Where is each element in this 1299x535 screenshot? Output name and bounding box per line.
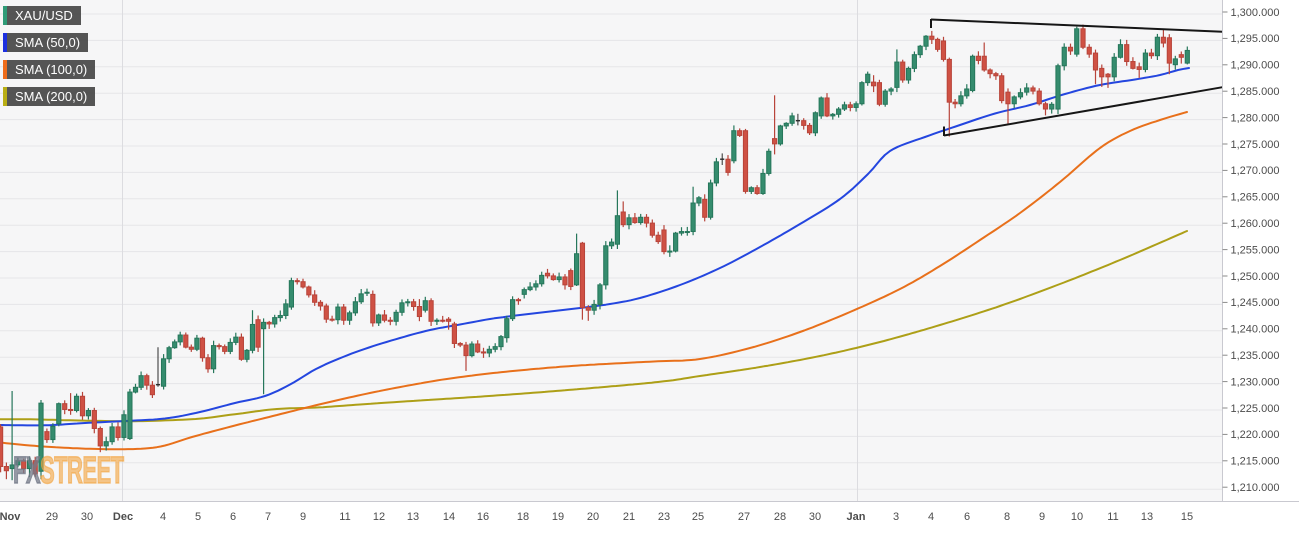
svg-text:1,285.000: 1,285.000 bbox=[1231, 86, 1280, 98]
svg-text:30: 30 bbox=[809, 511, 821, 523]
svg-text:1,250.000: 1,250.000 bbox=[1231, 271, 1280, 283]
svg-text:1,235.000: 1,235.000 bbox=[1231, 350, 1280, 362]
svg-text:4: 4 bbox=[160, 511, 166, 523]
svg-text:1,240.000: 1,240.000 bbox=[1231, 324, 1280, 336]
svg-text:1,255.000: 1,255.000 bbox=[1231, 244, 1280, 256]
svg-text:30: 30 bbox=[81, 511, 93, 523]
svg-text:9: 9 bbox=[1039, 511, 1045, 523]
svg-text:16: 16 bbox=[477, 511, 489, 523]
svg-text:29: 29 bbox=[46, 511, 58, 523]
svg-text:6: 6 bbox=[964, 511, 970, 523]
svg-text:1,215.000: 1,215.000 bbox=[1231, 456, 1280, 468]
svg-text:19: 19 bbox=[552, 511, 564, 523]
svg-text:6: 6 bbox=[230, 511, 236, 523]
svg-text:1,270.000: 1,270.000 bbox=[1231, 165, 1280, 177]
svg-text:8: 8 bbox=[1004, 511, 1010, 523]
svg-text:27: 27 bbox=[738, 511, 750, 523]
svg-text:1,230.000: 1,230.000 bbox=[1231, 376, 1280, 388]
svg-text:18: 18 bbox=[517, 511, 529, 523]
svg-text:10: 10 bbox=[1071, 511, 1083, 523]
svg-text:9: 9 bbox=[300, 511, 306, 523]
svg-text:1,260.000: 1,260.000 bbox=[1231, 218, 1280, 230]
svg-text:11: 11 bbox=[339, 511, 350, 523]
svg-text:Nov: Nov bbox=[0, 511, 21, 523]
svg-text:23: 23 bbox=[658, 511, 670, 523]
svg-text:14: 14 bbox=[443, 511, 455, 523]
svg-text:25: 25 bbox=[692, 511, 704, 523]
svg-text:1,220.000: 1,220.000 bbox=[1231, 429, 1280, 441]
svg-text:1,290.000: 1,290.000 bbox=[1231, 60, 1280, 72]
svg-text:1,280.000: 1,280.000 bbox=[1231, 112, 1280, 124]
svg-text:3: 3 bbox=[893, 511, 899, 523]
svg-text:1,210.000: 1,210.000 bbox=[1231, 482, 1280, 494]
svg-text:Jan: Jan bbox=[847, 511, 866, 523]
svg-text:7: 7 bbox=[265, 511, 271, 523]
svg-text:1,225.000: 1,225.000 bbox=[1231, 403, 1280, 415]
svg-text:1,275.000: 1,275.000 bbox=[1231, 139, 1280, 151]
svg-text:1,245.000: 1,245.000 bbox=[1231, 297, 1280, 309]
svg-text:5: 5 bbox=[195, 511, 201, 523]
svg-text:15: 15 bbox=[1181, 511, 1193, 523]
svg-text:Dec: Dec bbox=[113, 511, 133, 523]
svg-text:4: 4 bbox=[928, 511, 934, 523]
svg-text:1,300.000: 1,300.000 bbox=[1231, 7, 1280, 19]
svg-text:21: 21 bbox=[623, 511, 635, 523]
svg-text:1,295.000: 1,295.000 bbox=[1231, 33, 1280, 45]
svg-text:1,265.000: 1,265.000 bbox=[1231, 192, 1280, 204]
svg-text:13: 13 bbox=[1141, 511, 1153, 523]
svg-text:11: 11 bbox=[1107, 511, 1118, 523]
svg-text:28: 28 bbox=[774, 511, 786, 523]
svg-text:13: 13 bbox=[407, 511, 419, 523]
svg-text:12: 12 bbox=[373, 511, 385, 523]
svg-text:20: 20 bbox=[587, 511, 599, 523]
